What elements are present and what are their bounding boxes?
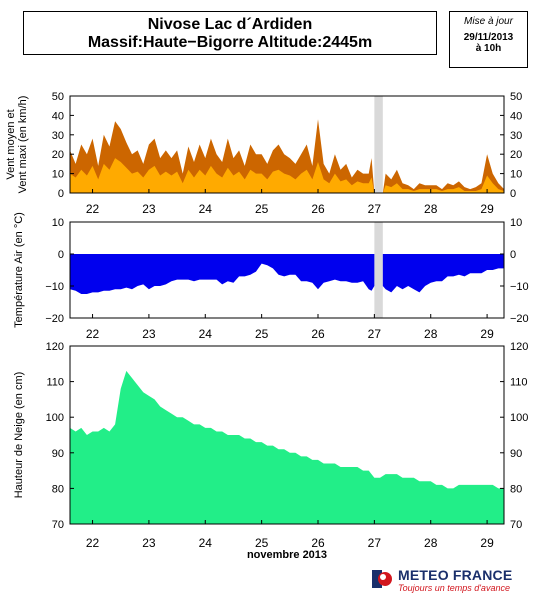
temperature-ytick-label-right: −20 [510,313,529,325]
temperature-ytick-label-right: −10 [510,281,529,293]
snow-ytick-label-right: 80 [510,483,522,495]
snow-ytick-label-left: 70 [52,519,64,531]
wind-ytick-label-left: 40 [52,110,64,122]
temperature-xtick-label: 25 [255,327,269,341]
snow-xtick-label: 26 [311,536,325,550]
snow-ytick-label-right: 100 [510,412,528,424]
temperature-ytick-label-left: 10 [52,217,64,229]
snow-frame [69,345,505,525]
temperature-ylabel: Température Air (en °C) [13,212,25,328]
update-date: 29/11/2013 [463,32,514,43]
temperature-xtick-label: 26 [311,327,325,341]
wind-ytick-label-left: 10 [52,169,64,181]
temperature-ytick-label-right: 10 [510,217,522,229]
temperature-xtick-label: 22 [86,327,100,341]
update-box: Mise à jour 29/11/2013 à 10h [449,11,528,68]
snow-xtick-label: 25 [255,536,269,550]
snow-ytick-label-left: 110 [46,377,64,389]
snow-xtick-label: 23 [142,536,156,550]
wind-ytick-label-right: 50 [510,91,522,103]
snow-xtick-label: 29 [480,536,494,550]
temperature-xtick-label: 23 [142,327,156,341]
snow-xtick-label: 28 [424,536,438,550]
wind-xtick-label: 23 [142,202,156,216]
wind-ylabel-line2: Vent maxi (en km/h) [17,96,29,194]
title-box: Nivose Lac d´Ardiden Massif:Haute−Bigorr… [23,11,437,55]
temperature-missing-band [374,222,383,318]
snow-ytick-label-left: 90 [52,448,64,460]
snow-ytick-label-left: 120 [46,341,64,353]
snow-ytick-label-right: 120 [510,341,528,353]
snow-ytick-label-left: 80 [52,483,64,495]
snow-ytick-label-right: 90 [510,448,522,460]
update-label: Mise à jour [464,16,513,27]
wind-xtick-label: 25 [255,202,269,216]
station-subtitle: Massif:Haute−Bigorre Altitude:2445m [87,34,373,51]
wind-xtick-label: 27 [368,202,382,216]
wind-ylabel-line1: Vent moyen et [5,109,17,179]
wind-ytick-label-right: 40 [510,110,522,122]
temperature-xtick-label: 27 [368,327,382,341]
temperature-ytick-label-left: −10 [45,281,64,293]
wind-xtick-label: 28 [424,202,438,216]
brand-slogan: Toujours un temps d'avance [398,583,510,593]
temperature-ytick-label-left: −20 [45,313,64,325]
brand-name: METEO FRANCE [398,567,513,583]
wind-xtick-label: 29 [480,202,494,216]
snow-xlabel: novembre 2013 [247,549,327,561]
station-title: Nivose Lac d´Ardiden [147,16,313,33]
wind-xtick-label: 22 [86,202,100,216]
temperature-ytick-label-right: 0 [510,249,516,261]
temperature-xtick-label: 28 [424,327,438,341]
snow-area [70,370,504,524]
update-time: à 10h [475,43,502,54]
wind-ytick-label-left: 20 [52,149,64,161]
temperature-ytick-label-left: 0 [58,249,64,261]
snow-xtick-label: 22 [86,536,100,550]
meteo-france-logo-icon [370,566,394,590]
wind-ytick-label-right: 10 [510,169,522,181]
snow-ytick-label-left: 100 [46,412,64,424]
wind-ytick-label-right: 30 [510,130,522,142]
temperature-area [70,254,504,294]
wind-ytick-label-left: 30 [52,130,64,142]
wind-ytick-label-right: 0 [510,188,516,200]
temperature-xtick-label: 29 [480,327,494,341]
wind-xtick-label: 26 [311,202,325,216]
snow-xtick-label: 27 [368,536,382,550]
wind-ytick-label-left: 0 [58,188,64,200]
snow-xtick-label: 24 [199,536,213,550]
snow-ytick-label-right: 110 [510,377,528,389]
wind-xtick-label: 24 [199,202,213,216]
wind-ytick-label-right: 20 [510,149,522,161]
wind-mean-area [70,158,504,193]
wind-missing-band [374,96,383,193]
temperature-frame [69,221,505,319]
wind-ytick-label-left: 50 [52,91,64,103]
wind-frame [69,95,505,194]
snow-ytick-label-right: 70 [510,519,522,531]
temperature-xtick-label: 24 [199,327,213,341]
snow-ylabel: Hauteur de Neige (en cm) [13,372,25,499]
